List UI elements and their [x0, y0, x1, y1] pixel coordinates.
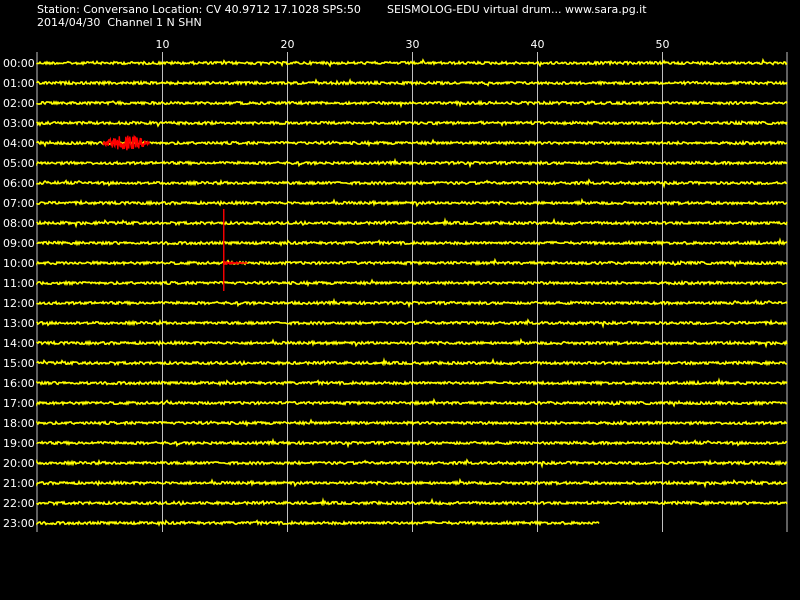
x-tick-label-10: 10: [156, 38, 170, 51]
row-label-1800: 18:00: [3, 417, 35, 430]
trace-row-0200: [36, 99, 788, 109]
row-label-0300: 03:00: [3, 117, 35, 130]
row-label-1900: 19:00: [3, 437, 35, 450]
trace-row-0100: [36, 78, 788, 87]
trace-row-0500: [36, 157, 788, 169]
row-label-0000: 00:00: [3, 57, 35, 70]
row-label-0700: 07:00: [3, 197, 35, 210]
station-info: Station: Conversano Location: CV 40.9712…: [37, 3, 361, 16]
row-label-0400: 04:00: [3, 137, 35, 150]
hour-rows: 00:00 01:00 02:00 03:00 04:00 05:00 06:00 07:00…: [3, 57, 788, 530]
trace-row-0300: [36, 119, 788, 128]
row-label-1700: 17:00: [3, 397, 35, 410]
x-tick-label-20: 20: [281, 38, 295, 51]
trace-row-1500: [36, 357, 788, 367]
x-tick-labels: 10 20 30 40 50: [156, 38, 670, 51]
row-label-1500: 15:00: [3, 357, 35, 370]
trace-row-2200: [36, 497, 788, 507]
row-label-2300: 23:00: [3, 517, 35, 530]
row-label-1300: 13:00: [3, 317, 35, 330]
row-label-0200: 02:00: [3, 97, 35, 110]
row-label-1200: 12:00: [3, 297, 35, 310]
trace-row-1400: [36, 337, 788, 349]
site-title: SEISMOLOG-EDU virtual drum... www.sara.p…: [387, 3, 647, 16]
x-tick-label-30: 30: [406, 38, 420, 51]
row-label-0600: 06:00: [3, 177, 35, 190]
trace-row-1800: [36, 418, 788, 428]
row-label-2100: 21:00: [3, 477, 35, 490]
trace-row-0800: [36, 217, 788, 229]
row-label-0100: 01:00: [3, 77, 35, 90]
row-label-1100: 11:00: [3, 277, 35, 290]
x-tick-label-50: 50: [656, 38, 670, 51]
trace-row-1900: [36, 437, 788, 449]
x-tick-label-40: 40: [531, 38, 545, 51]
trace-row-0000: [36, 57, 788, 68]
trace-row-1600: [36, 377, 788, 387]
row-label-0900: 09:00: [3, 237, 35, 250]
row-label-2200: 22:00: [3, 497, 35, 510]
trace-row-1300: [36, 318, 788, 329]
grid: [36, 52, 788, 532]
row-label-1600: 16:00: [3, 377, 35, 390]
trace-row-1000: [36, 257, 788, 268]
trace-row-1700: [36, 397, 788, 408]
row-label-1000: 10:00: [3, 257, 35, 270]
row-label-1400: 14:00: [3, 337, 35, 350]
trace-row-1100: [36, 278, 788, 288]
trace-row-0600: [36, 178, 788, 189]
trace-row-0400: [36, 138, 788, 148]
trace-row-2000: [36, 458, 788, 469]
row-label-0500: 05:00: [3, 157, 35, 170]
trace-row-0700: [36, 197, 788, 208]
date-channel-info: 2014/04/30 Channel 1 N SHN: [37, 16, 202, 29]
trace-row-2100: [36, 477, 788, 489]
event-2-row-1000: [223, 209, 248, 291]
row-label-2000: 20:00: [3, 457, 35, 470]
events: [102, 134, 248, 291]
trace-row-0900: [36, 237, 788, 247]
event-1-row-0400: [102, 134, 150, 151]
trace-row-2300: [36, 519, 600, 527]
row-label-0800: 08:00: [3, 217, 35, 230]
trace-row-1200: [36, 297, 788, 309]
